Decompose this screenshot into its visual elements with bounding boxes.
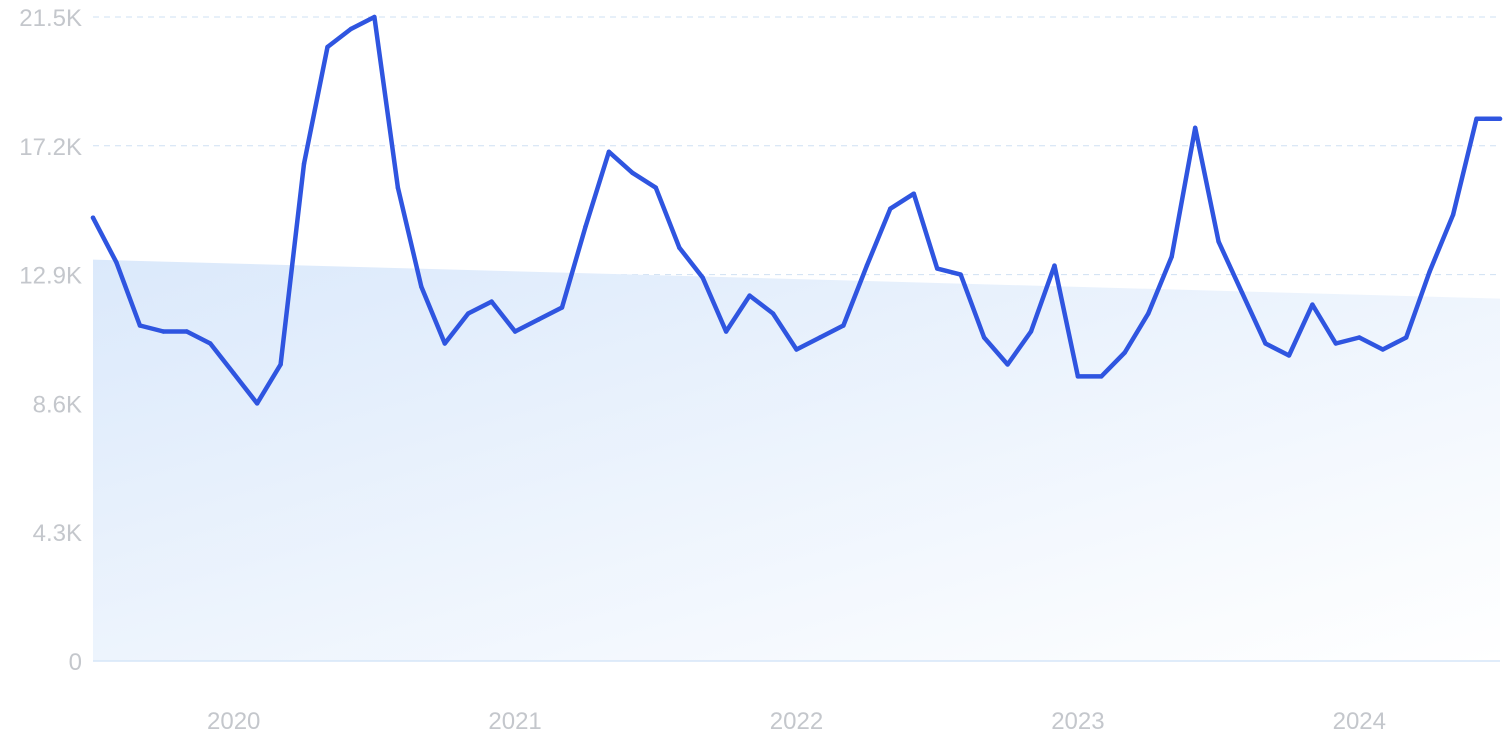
x-axis-ticks: 2020 2021 2022 2023 2024 [207, 708, 1386, 735]
data-point [301, 161, 307, 166]
data-point [935, 266, 940, 271]
data-point [653, 185, 658, 190]
y-tick-label: 4.3K [33, 520, 82, 547]
data-point [395, 185, 401, 190]
data-point [1192, 125, 1198, 131]
data-point [90, 215, 96, 220]
y-tick-label: 21.5K [19, 5, 82, 32]
data-point [583, 224, 588, 229]
data-point [1474, 116, 1479, 122]
data-point [1169, 254, 1174, 259]
data-point [466, 311, 471, 316]
y-axis-ticks: 0 4.3K 8.6K 12.9K 17.2K 21.5K [19, 5, 82, 676]
data-point [137, 323, 143, 328]
data-point [747, 293, 752, 298]
data-point [958, 272, 963, 277]
y-tick-label: 0 [69, 649, 82, 676]
data-point [1052, 263, 1057, 268]
data-point [1333, 341, 1339, 346]
data-point [817, 335, 823, 340]
data-point [841, 323, 846, 328]
data-point [1146, 311, 1151, 316]
y-tick-label: 8.6K [33, 391, 82, 418]
data-point [1263, 341, 1268, 346]
data-point [723, 329, 729, 334]
data-point [114, 260, 119, 265]
data-point [512, 329, 518, 334]
data-point [1380, 347, 1385, 352]
data-point [1427, 269, 1432, 274]
x-tick-label: 2024 [1333, 708, 1386, 735]
data-point [1497, 116, 1503, 122]
data-point [489, 299, 494, 304]
x-tick-label: 2022 [770, 708, 823, 735]
data-point [372, 14, 377, 20]
data-point [606, 149, 612, 154]
data-point [864, 263, 870, 268]
data-point [325, 44, 330, 50]
x-tick-label: 2020 [207, 708, 260, 735]
x-tick-label: 2023 [1051, 708, 1104, 735]
data-point [161, 329, 166, 334]
data-point [888, 206, 893, 211]
data-point [1310, 302, 1315, 307]
data-point [770, 311, 776, 316]
data-point [278, 362, 283, 367]
data-point [677, 245, 682, 250]
data-point [700, 275, 705, 280]
data-point [208, 341, 213, 346]
data-point [1122, 350, 1128, 355]
data-point [231, 371, 236, 376]
data-point [559, 305, 565, 310]
data-point [1450, 212, 1456, 217]
y-tick-label: 12.9K [19, 263, 82, 290]
data-points [90, 14, 1503, 406]
data-point [1005, 362, 1010, 367]
data-point [794, 347, 799, 352]
data-point [419, 284, 424, 289]
data-point [442, 341, 447, 346]
data-point [254, 401, 260, 406]
data-point [1239, 290, 1245, 295]
data-point [630, 170, 635, 175]
data-point [1357, 335, 1362, 340]
data-point [1216, 239, 1221, 244]
trend-area [93, 259, 1500, 661]
data-point [536, 317, 541, 322]
data-point [1286, 353, 1292, 358]
data-point [981, 335, 987, 340]
data-point [1028, 329, 1034, 334]
y-tick-label: 17.2K [19, 134, 82, 161]
data-point [1404, 335, 1409, 340]
data-point [1075, 374, 1081, 379]
x-tick-label: 2021 [488, 708, 541, 735]
data-point [911, 191, 916, 196]
data-point [184, 329, 189, 334]
data-point [1099, 374, 1104, 379]
data-point [348, 26, 354, 32]
